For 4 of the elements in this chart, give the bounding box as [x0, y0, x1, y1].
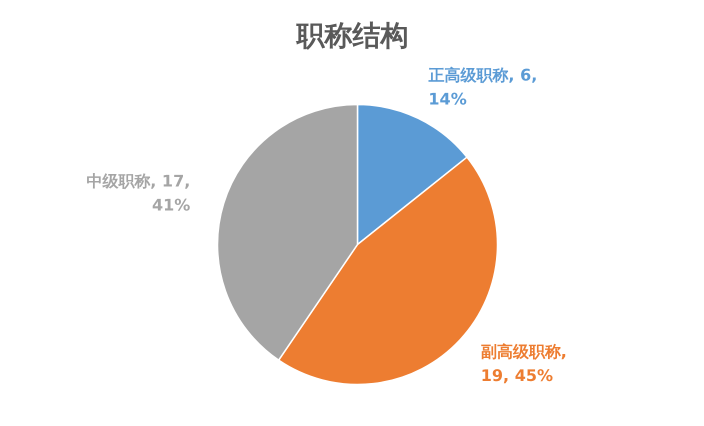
slice-label: 中级职称, 17, 41%: [86, 171, 190, 214]
slice-label: 副高级职称, 19, 45%: [480, 342, 567, 386]
slice-label: 正高级职称, 6, 14%: [427, 65, 538, 108]
chart-title: 职称结构: [296, 19, 408, 52]
